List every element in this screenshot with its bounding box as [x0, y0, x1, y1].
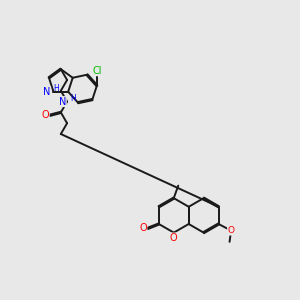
- Text: Cl: Cl: [92, 66, 102, 76]
- Text: H: H: [70, 94, 76, 103]
- Text: O: O: [139, 224, 147, 233]
- Text: N: N: [43, 87, 51, 97]
- Text: O: O: [170, 233, 178, 243]
- Text: O: O: [42, 110, 49, 120]
- Text: H: H: [53, 84, 59, 93]
- Text: N: N: [59, 97, 66, 106]
- Text: O: O: [227, 226, 235, 235]
